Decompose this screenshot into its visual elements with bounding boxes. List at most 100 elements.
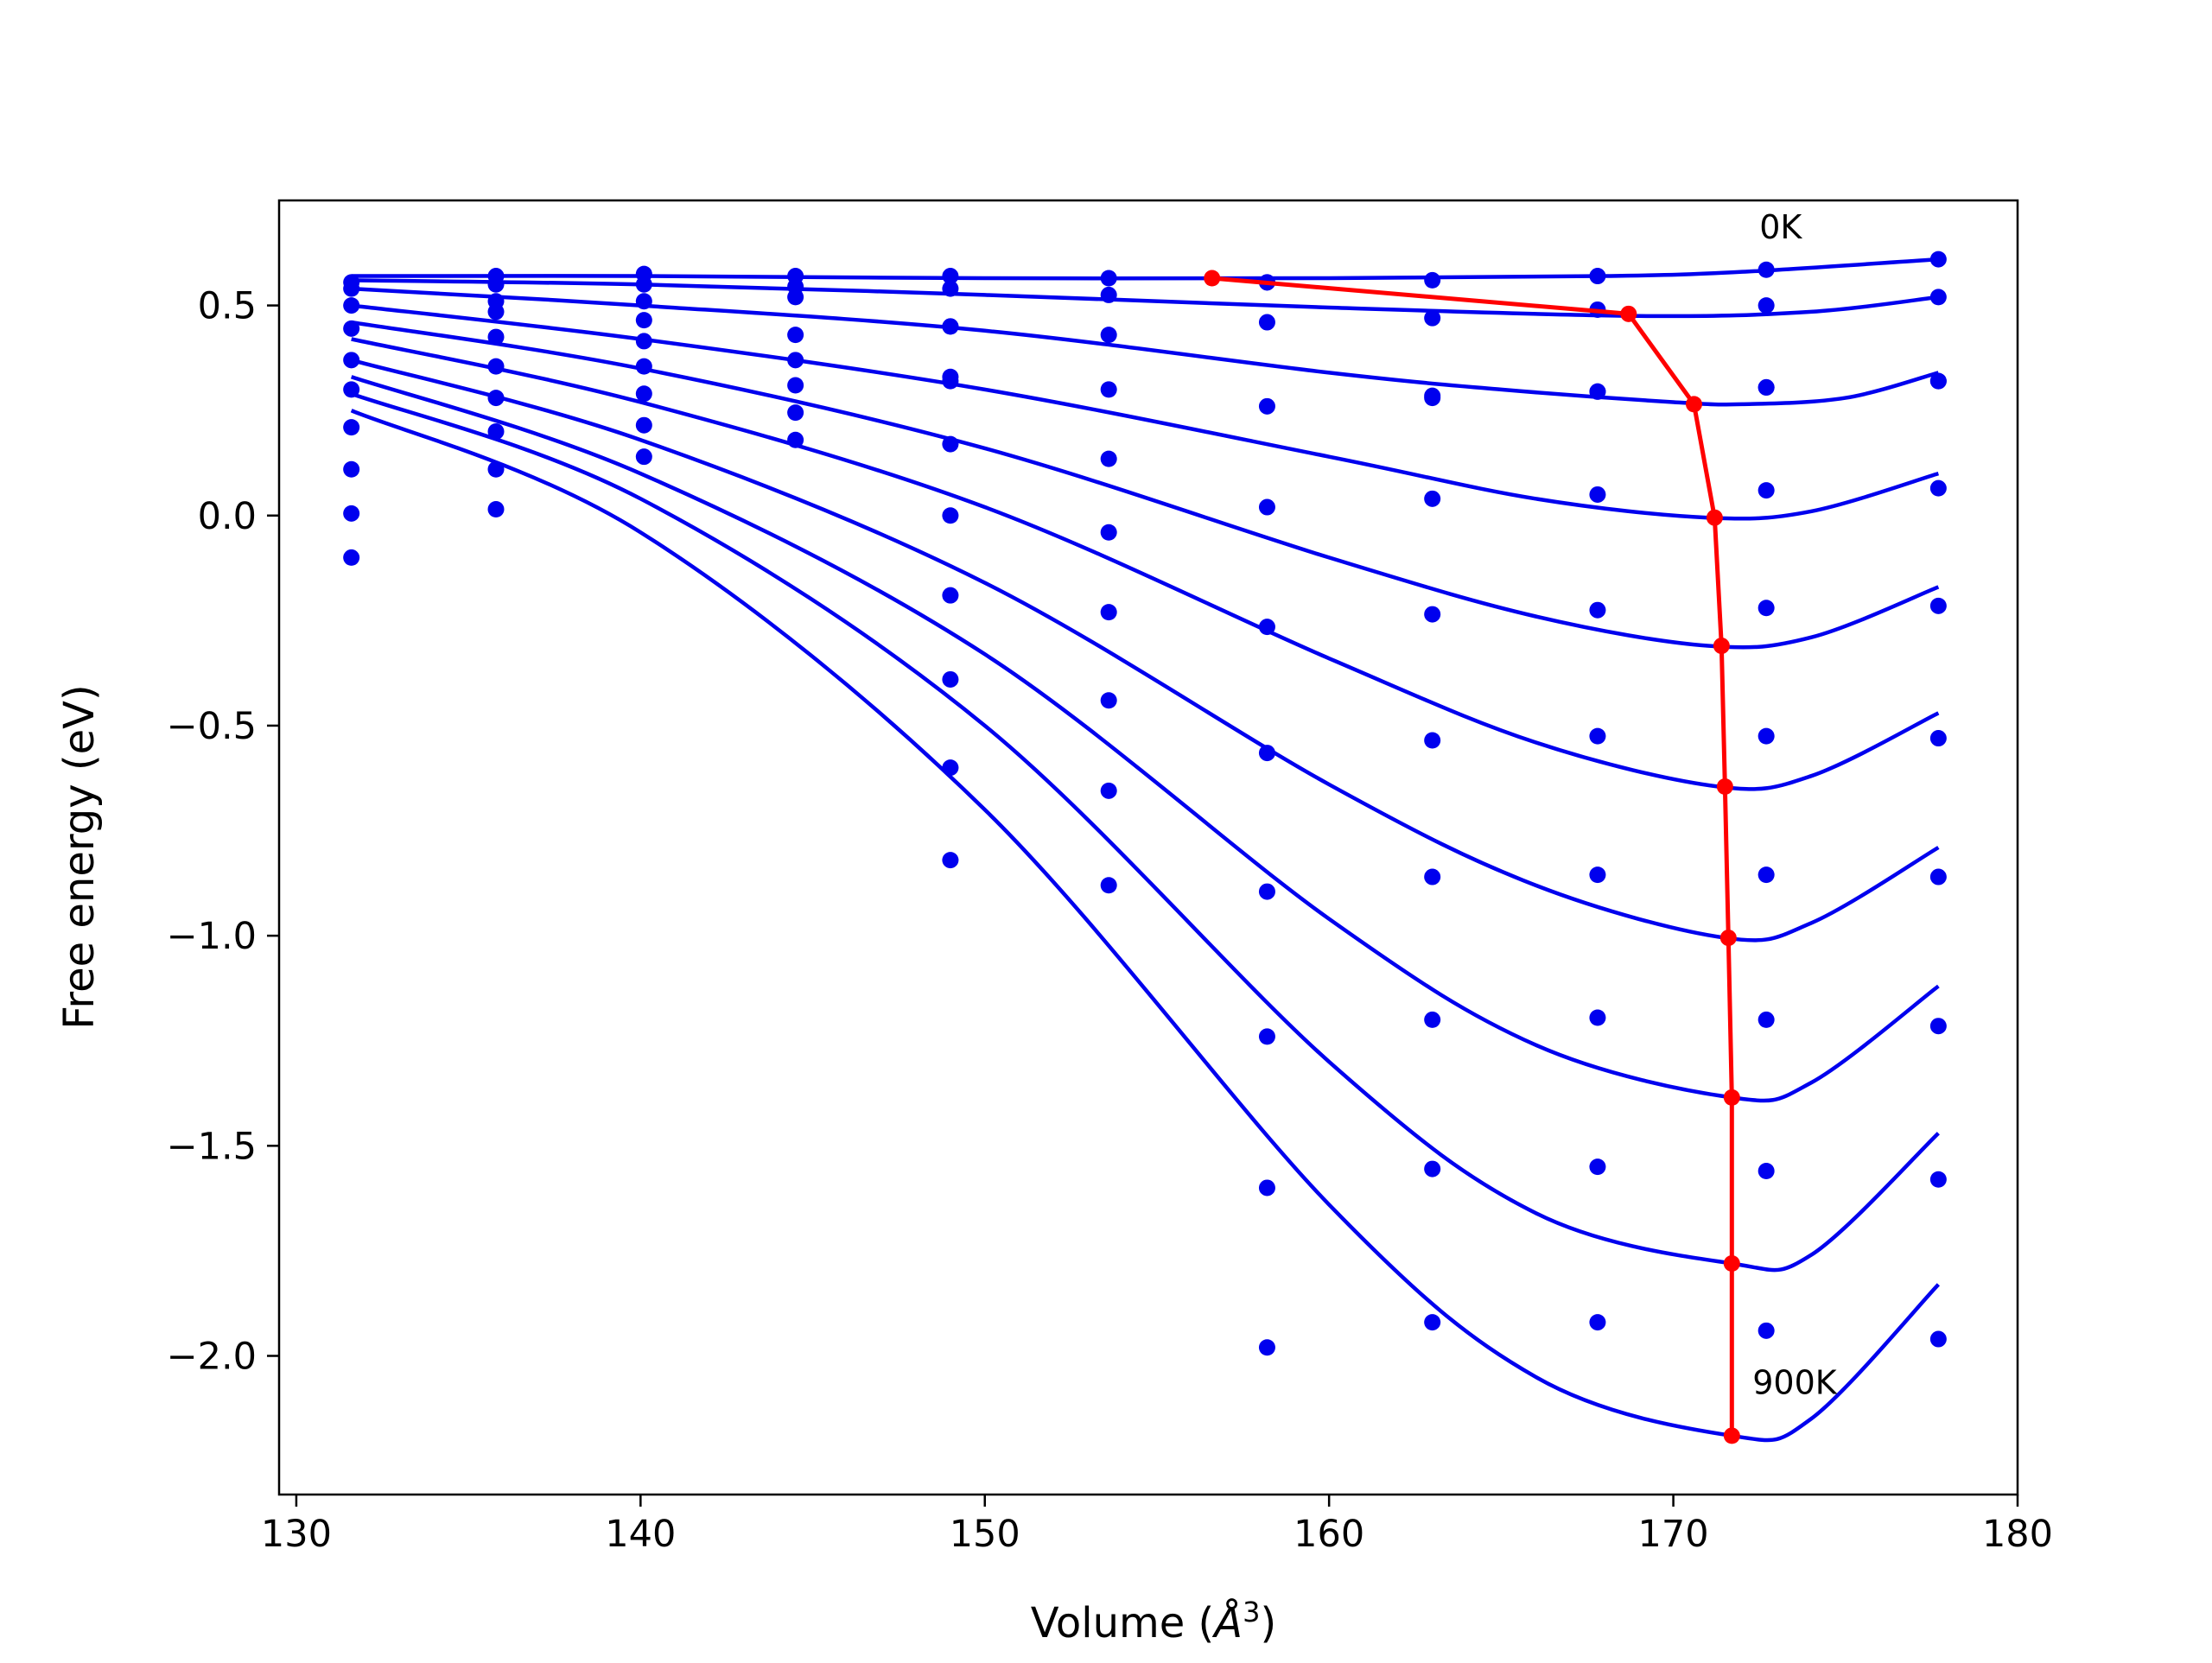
data-points [343, 251, 1947, 1356]
curve-annotation: 0K [1759, 208, 1802, 246]
data-point [1424, 387, 1441, 404]
data-point [1100, 877, 1117, 894]
data-point [1589, 1158, 1606, 1176]
data-point [1589, 1314, 1606, 1331]
fit-curve-1 [351, 257, 1939, 281]
y-axis-label: Free energy (eV) [55, 684, 104, 1029]
data-point [343, 352, 360, 369]
data-point [1100, 270, 1117, 287]
x-axis-label-power: 3 [1243, 1596, 1260, 1628]
data-point [487, 460, 505, 478]
data-point [1589, 268, 1606, 285]
data-point [942, 759, 959, 777]
data-point [1258, 883, 1275, 900]
data-point [635, 358, 652, 375]
data-point [635, 416, 652, 434]
minimum-point [1723, 1089, 1740, 1106]
data-point [1100, 286, 1117, 303]
data-point [1100, 524, 1117, 541]
data-point [1258, 498, 1275, 516]
minimum-point [1204, 270, 1221, 287]
data-point [787, 352, 804, 369]
data-point [1589, 866, 1606, 884]
data-point [635, 333, 652, 350]
data-point [487, 303, 505, 321]
data-point [942, 268, 959, 285]
x-tick-label: 130 [261, 1513, 332, 1556]
data-point [942, 670, 959, 688]
x-tick-label: 150 [950, 1513, 1020, 1556]
data-point [942, 852, 959, 869]
plot-frame [277, 199, 2019, 1496]
y-tick-label: −0.5 [167, 705, 257, 748]
fit-curve-7 [351, 358, 1940, 943]
curve-annotation: 900K [1752, 1363, 1838, 1401]
data-point [343, 381, 360, 398]
data-point [1758, 727, 1775, 745]
data-point [1100, 381, 1117, 398]
minimum-path [1204, 270, 1740, 1444]
data-point [635, 276, 652, 293]
data-point [787, 289, 804, 306]
data-point [1589, 1009, 1606, 1026]
data-point [635, 448, 652, 466]
data-point [1929, 1330, 1947, 1348]
data-point [1258, 314, 1275, 331]
data-point [1758, 297, 1775, 314]
data-point [1929, 289, 1947, 306]
data-point [1258, 397, 1275, 415]
minimum-point [1713, 638, 1730, 655]
y-tick-label: −1.5 [167, 1125, 257, 1168]
x-tick-label: 160 [1294, 1513, 1364, 1556]
y-tick-label: 0.5 [198, 285, 257, 328]
data-point [1929, 372, 1947, 390]
data-point [343, 280, 360, 297]
data-point [787, 404, 804, 422]
minimum-point [1685, 396, 1702, 413]
x-tick-label: 170 [1638, 1513, 1709, 1556]
x-tick-label: 180 [1982, 1513, 2053, 1556]
x-axis-label: Volume (Å3) [1031, 1596, 1276, 1647]
data-point [1100, 327, 1117, 344]
data-point [787, 327, 804, 344]
data-point [787, 431, 804, 448]
data-point [942, 280, 959, 297]
fit-curve-10 [350, 409, 1940, 1443]
data-point [1929, 251, 1947, 268]
data-point [1758, 600, 1775, 617]
data-point [1258, 619, 1275, 636]
data-point [1424, 606, 1441, 623]
data-point [1258, 1339, 1275, 1356]
fit-curve-9 [350, 391, 1940, 1273]
data-point [1758, 261, 1775, 278]
data-point [343, 549, 360, 566]
fit-curves [350, 257, 1940, 1443]
fit-curve-6 [351, 337, 1940, 791]
x-axis-label-unit: Å [1211, 1598, 1243, 1647]
data-point [1589, 727, 1606, 745]
data-point [1929, 730, 1947, 747]
annotations: 0K 900K [1752, 208, 1838, 1401]
data-point [1258, 745, 1275, 762]
data-point [343, 297, 360, 314]
fit-curve-5 [351, 320, 1940, 650]
data-point [343, 460, 360, 478]
data-point [487, 328, 505, 346]
data-point [343, 419, 360, 436]
fit-curve-2 [351, 278, 1939, 319]
data-point [1100, 450, 1117, 467]
minimum-point [1723, 1255, 1740, 1272]
data-point [942, 372, 959, 390]
data-point [343, 320, 360, 337]
data-point [1424, 1011, 1441, 1028]
data-point [942, 587, 959, 604]
data-point [635, 385, 652, 403]
minimum-point [1706, 509, 1723, 526]
data-point [787, 377, 804, 394]
data-point [1929, 479, 1947, 497]
data-point [1758, 866, 1775, 884]
minimum-point [1719, 930, 1737, 947]
y-tick-label: 0.0 [198, 495, 257, 538]
